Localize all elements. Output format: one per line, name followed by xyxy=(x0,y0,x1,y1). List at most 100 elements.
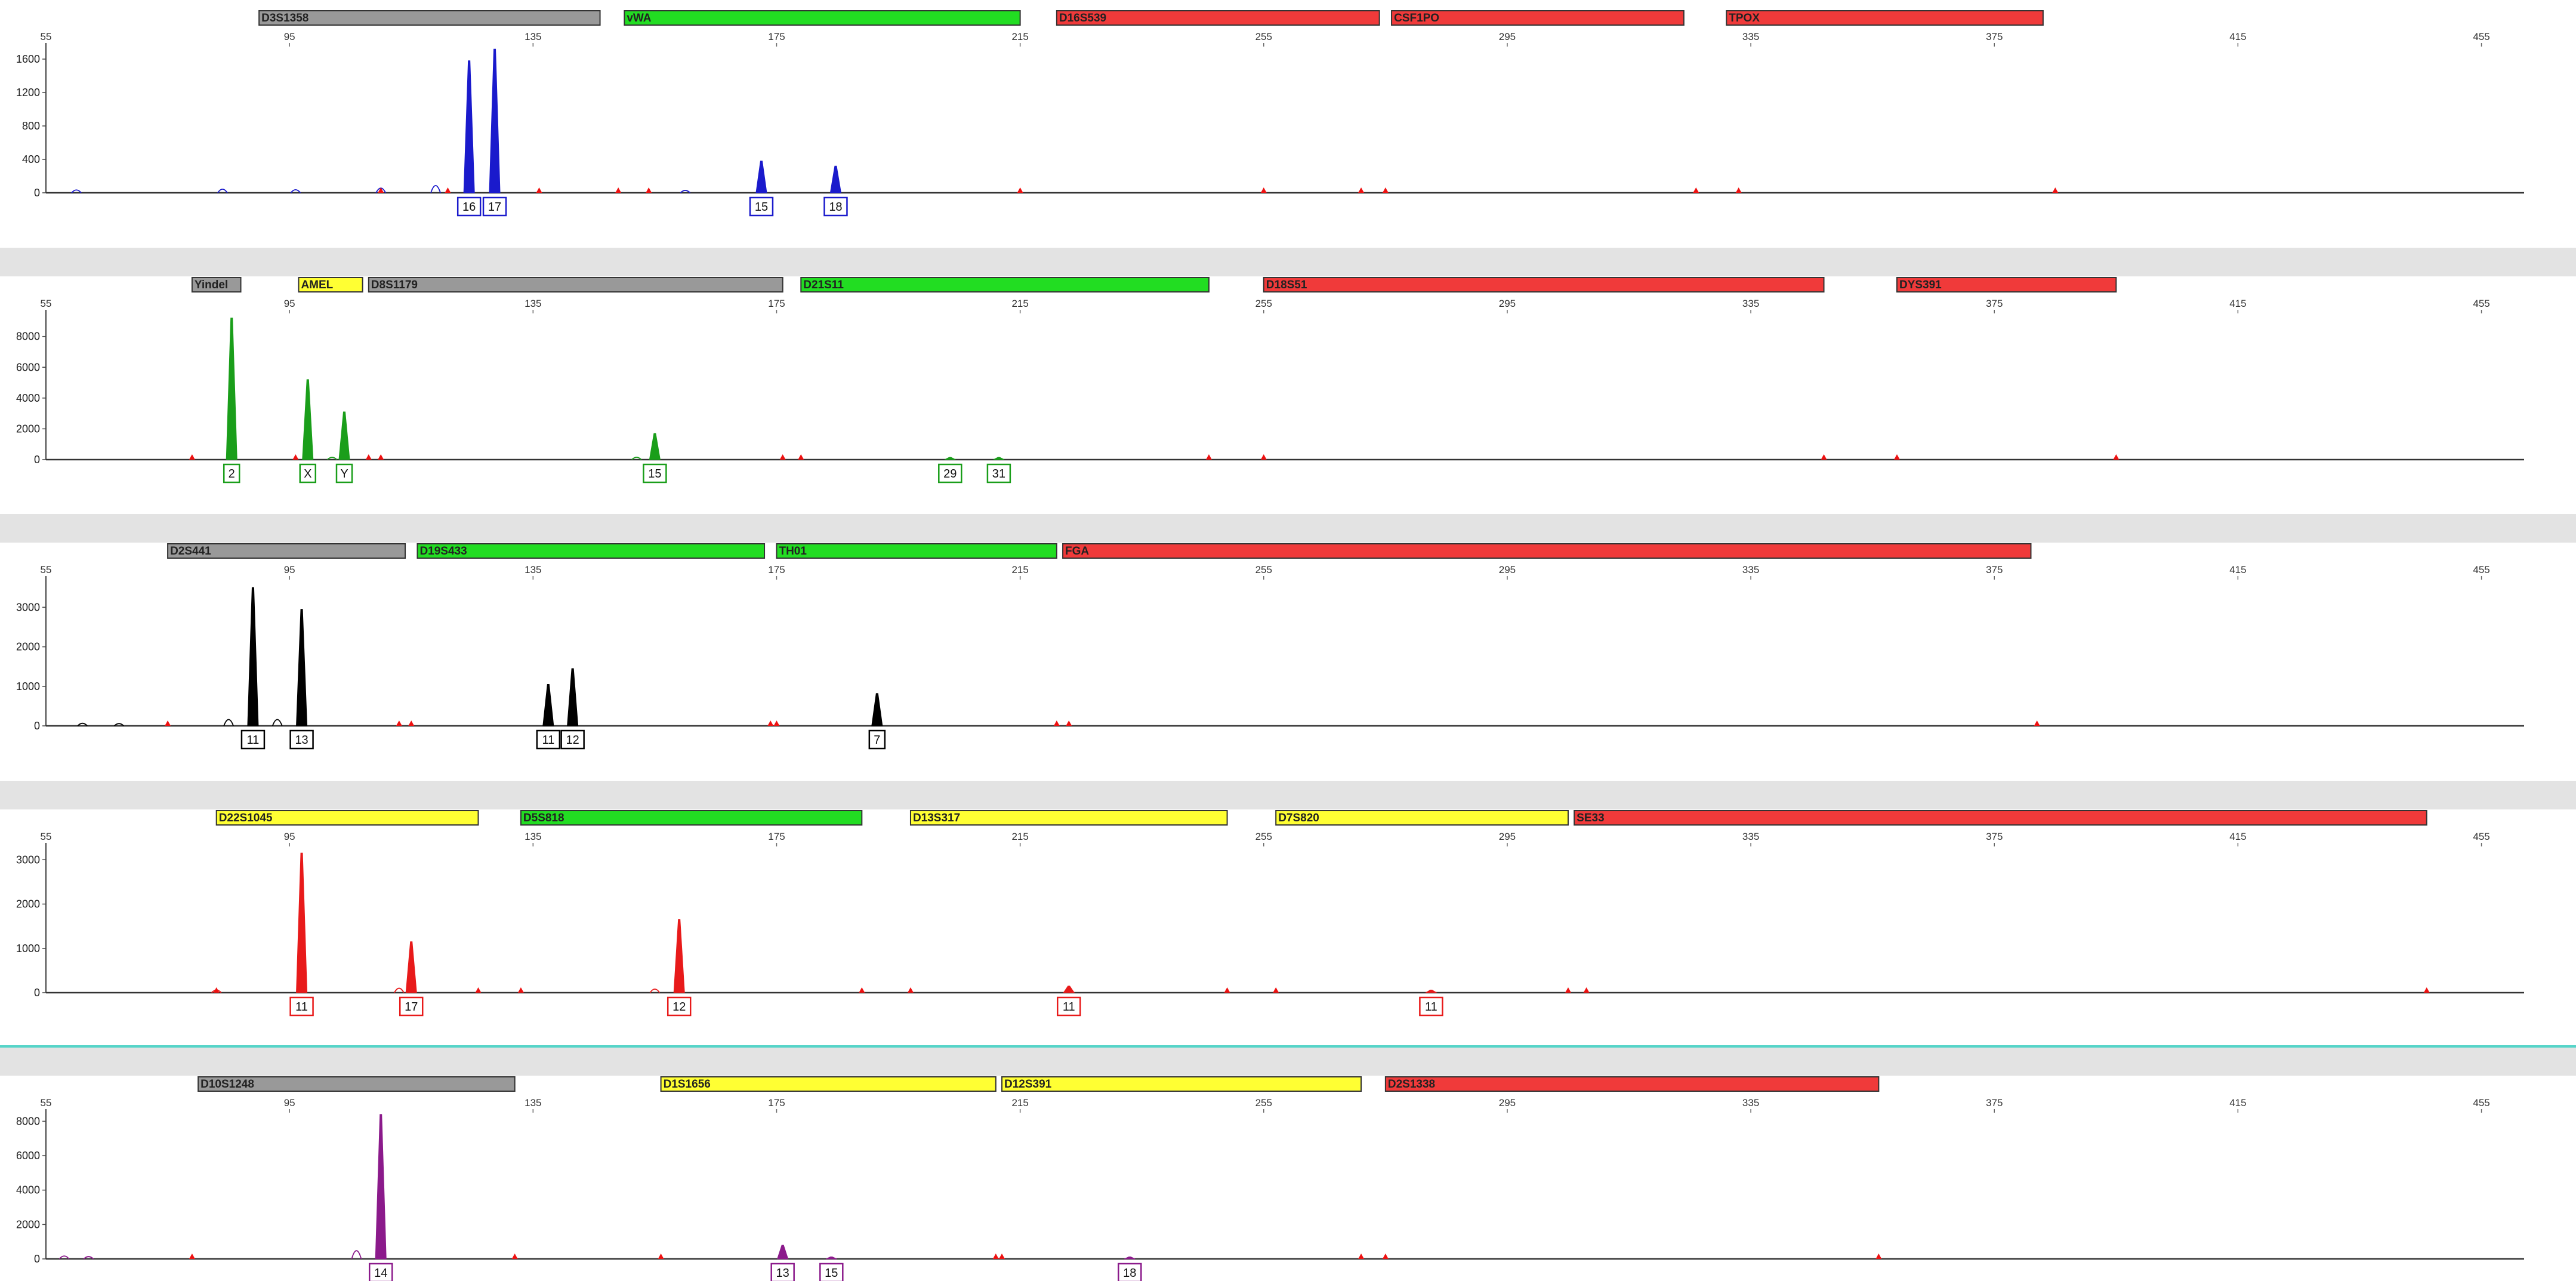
allele-peak xyxy=(829,165,842,193)
allele-peak xyxy=(1063,986,1075,993)
bp-tick-label: 455 xyxy=(2473,1097,2489,1108)
allele-peak xyxy=(463,60,475,193)
locus-name: D18S51 xyxy=(1266,279,1307,291)
bin-marker xyxy=(798,454,804,460)
allele-label: 17 xyxy=(488,201,501,214)
locus-name: D19S433 xyxy=(419,545,467,558)
bp-tick-label: 175 xyxy=(768,564,785,575)
bin-marker xyxy=(292,454,299,460)
bp-tick-label: 455 xyxy=(2473,31,2489,42)
allele-peak xyxy=(776,1245,789,1260)
allele-label-box xyxy=(667,996,692,1017)
allele-label: 12 xyxy=(672,1000,686,1014)
bin-marker xyxy=(189,1254,195,1259)
allele-peak xyxy=(296,609,308,726)
y-tick-label: 800 xyxy=(22,120,40,132)
bin-marker xyxy=(767,720,774,726)
bin-marker xyxy=(165,720,171,726)
allele-label-box xyxy=(482,196,507,217)
bin-marker xyxy=(1821,454,1827,460)
bp-tick-label: 375 xyxy=(1986,831,2003,842)
allele-label: 31 xyxy=(992,467,1005,481)
minor-peak xyxy=(680,190,691,193)
bin-marker xyxy=(1382,1254,1389,1259)
allele-peak xyxy=(375,1114,387,1260)
locus-bin xyxy=(1263,277,1825,292)
y-tick-label: 4000 xyxy=(16,1184,40,1196)
allele-peak xyxy=(567,668,579,726)
bp-tick-label: 415 xyxy=(2229,298,2246,309)
bin-marker xyxy=(773,720,780,726)
allele-peak xyxy=(296,852,308,993)
locus-name: AMEL xyxy=(301,279,333,291)
bp-tick-label: 255 xyxy=(1255,564,1272,575)
allele-label-box xyxy=(938,463,962,484)
allele-peak xyxy=(489,48,501,193)
locus-name: TPOX xyxy=(1729,12,1760,24)
bin-marker xyxy=(1893,454,1900,460)
y-tick-label: 0 xyxy=(34,720,40,732)
bin-marker xyxy=(615,187,622,193)
bin-marker xyxy=(517,987,524,993)
bp-tick-label: 135 xyxy=(525,1097,541,1108)
allele-label: 13 xyxy=(776,1267,789,1280)
allele-label-box xyxy=(643,463,667,484)
bin-marker xyxy=(1017,187,1023,193)
locus-bin xyxy=(1275,810,1569,826)
minor-peak xyxy=(217,188,228,193)
locus-bin xyxy=(1001,1076,1362,1092)
y-tick-label: 1200 xyxy=(16,87,40,98)
locus-bin xyxy=(1062,543,2032,559)
locus-bin xyxy=(909,810,1228,826)
allele-peak xyxy=(1124,1257,1136,1260)
allele-label: 29 xyxy=(943,467,957,481)
locus-name: D1S1656 xyxy=(664,1078,711,1091)
minor-peak xyxy=(430,185,441,193)
allele-label-box xyxy=(560,729,585,750)
bp-tick-label: 175 xyxy=(768,1097,785,1108)
minor-peak xyxy=(223,719,234,726)
allele-label-box xyxy=(1419,996,1443,1017)
bin-marker xyxy=(1066,720,1072,726)
allele-peak xyxy=(338,411,350,460)
locus-name: D3S1358 xyxy=(261,12,308,24)
bp-tick-label: 295 xyxy=(1499,831,1516,842)
locus-name: SE33 xyxy=(1577,812,1604,824)
y-tick-label: 8000 xyxy=(16,331,40,343)
allele-label-box xyxy=(299,463,317,484)
y-tick-label: 1000 xyxy=(16,680,40,692)
allele-label: 15 xyxy=(755,201,768,214)
locus-name: D21S11 xyxy=(803,279,844,291)
locus-name: D7S820 xyxy=(1278,812,1319,824)
bp-tick-label: 415 xyxy=(2229,1097,2246,1108)
locus-bin xyxy=(776,543,1057,559)
bin-marker xyxy=(2113,454,2120,460)
locus-name: D5S818 xyxy=(523,812,564,824)
bp-tick-label: 175 xyxy=(768,31,785,42)
bp-tick-label: 55 xyxy=(41,831,52,842)
minor-peak xyxy=(326,457,338,460)
allele-peak xyxy=(1424,990,1438,993)
dye-panel: D10S1248 D1S1656 D12S391 D2S1338 55 95 135 175 2… xyxy=(0,1045,2576,1281)
bp-tick-label: 215 xyxy=(1011,31,1028,42)
allele-label-box xyxy=(456,196,482,217)
locus-bin xyxy=(198,1076,516,1092)
locus-bin xyxy=(1384,1076,1880,1092)
bin-marker xyxy=(1382,187,1389,193)
bp-tick-label: 255 xyxy=(1255,831,1272,842)
allele-peak xyxy=(247,587,259,726)
bp-tick-label: 95 xyxy=(284,1097,295,1108)
bp-tick-label: 415 xyxy=(2229,831,2246,842)
locus-bin xyxy=(1056,10,1380,26)
y-tick-label: 8000 xyxy=(16,1115,40,1127)
allele-label: 11 xyxy=(295,1000,308,1014)
locus-bin xyxy=(1391,10,1685,26)
locus-name: D12S391 xyxy=(1004,1078,1052,1091)
bin-marker xyxy=(1260,187,1267,193)
bin-marker xyxy=(511,1254,518,1259)
bp-tick-label: 215 xyxy=(1011,298,1028,309)
bp-tick-label: 375 xyxy=(1986,298,2003,309)
bp-tick-label: 95 xyxy=(284,298,295,309)
bp-tick-label: 335 xyxy=(1742,564,1759,575)
panel-separator xyxy=(0,248,2576,276)
